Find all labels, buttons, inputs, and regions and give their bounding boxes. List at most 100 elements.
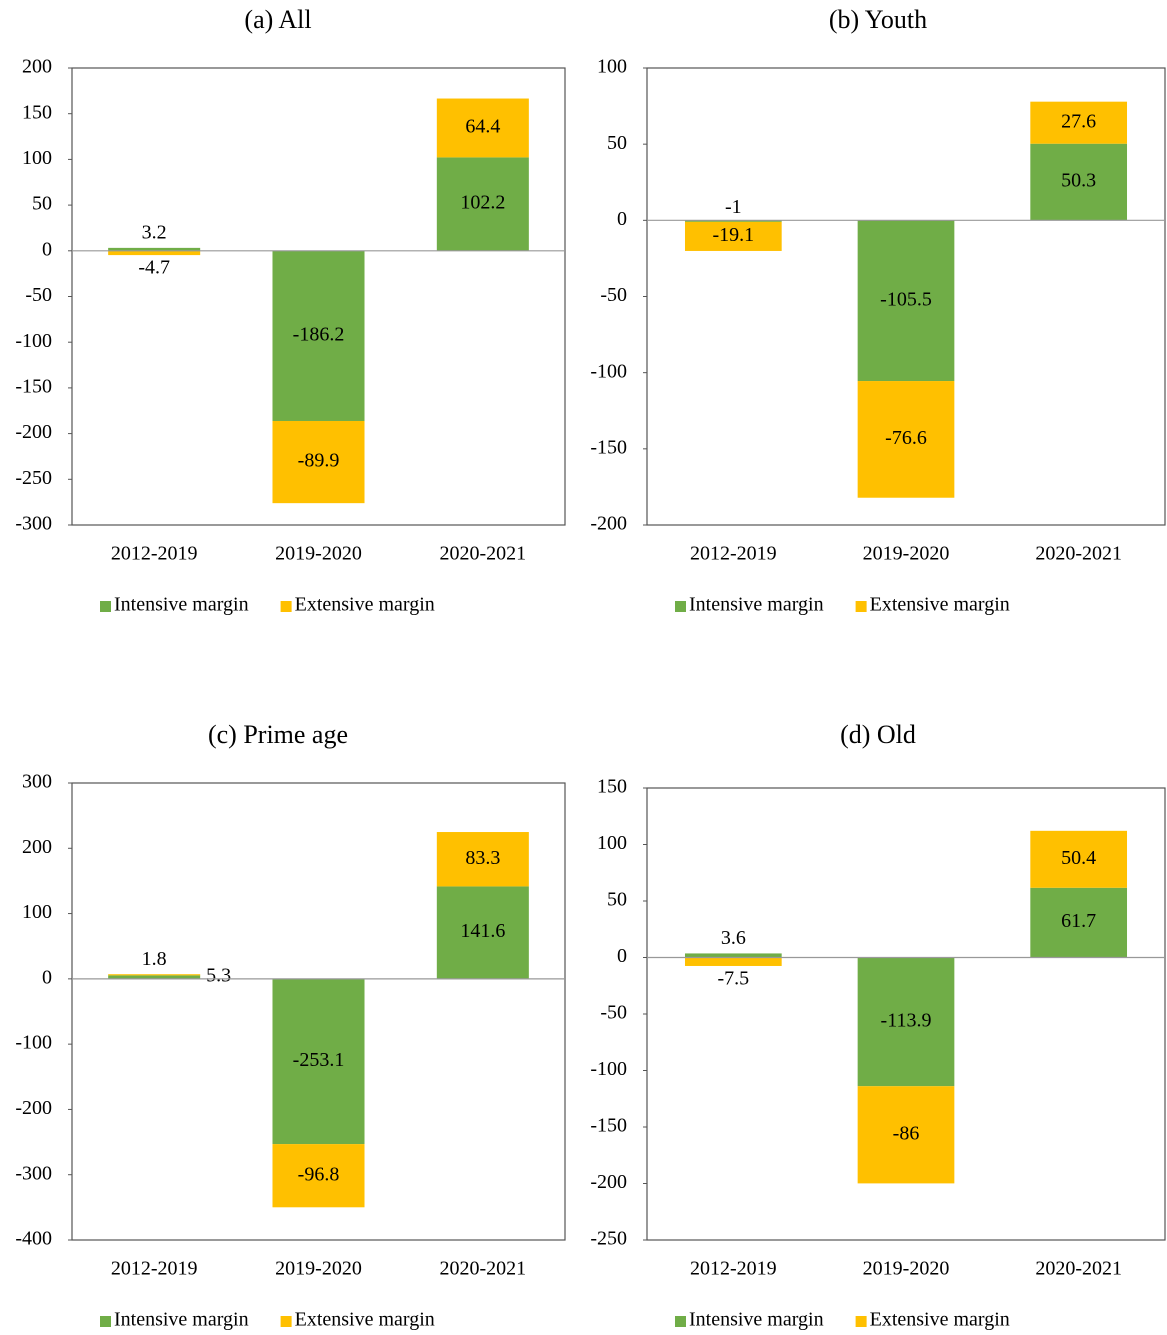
y-tick-label: 0: [617, 945, 627, 967]
data-label: 102.2: [460, 192, 505, 214]
y-tick-label: 0: [42, 966, 52, 988]
x-tick-label: 2020-2021: [1035, 543, 1122, 565]
data-label: -89.9: [298, 450, 340, 472]
y-tick-label: 150: [22, 101, 52, 123]
x-tick-label: 2019-2020: [275, 543, 362, 565]
legend-swatch: [100, 601, 111, 612]
y-tick-label: -100: [15, 330, 52, 352]
data-label: -113.9: [881, 1009, 932, 1031]
legend-swatch: [675, 601, 686, 612]
bar: [684, 220, 782, 222]
legend-swatch: [100, 1316, 111, 1327]
data-label: -253.1: [293, 1049, 345, 1071]
data-label: 27.6: [1061, 110, 1096, 132]
y-tick-label: -50: [25, 284, 52, 306]
bar: [272, 420, 365, 504]
bar: [1030, 887, 1128, 958]
data-label: 3.2: [142, 221, 167, 243]
y-tick-label: 50: [607, 889, 627, 911]
data-label: 1.8: [142, 948, 167, 970]
data-label: -1: [725, 196, 742, 218]
data-label: 83.3: [465, 847, 500, 869]
bar: [108, 975, 201, 979]
data-label: -105.5: [880, 288, 932, 310]
data-label: 64.4: [465, 116, 500, 138]
x-tick-label: 2020-2021: [439, 543, 526, 565]
legend-label: Intensive margin: [114, 1309, 249, 1331]
y-tick-label: 100: [597, 56, 627, 78]
data-label: 141.6: [460, 920, 505, 942]
y-tick-label: 200: [22, 56, 52, 78]
legend-label: Extensive margin: [295, 1309, 435, 1331]
x-tick-label: 2019-2020: [863, 543, 950, 565]
bar: [684, 953, 782, 958]
data-label: -186.2: [293, 323, 345, 345]
x-tick-label: 2012-2019: [690, 1258, 777, 1280]
plot-frame: [71, 782, 566, 1241]
y-tick-label: -300: [15, 1162, 52, 1184]
bar: [857, 381, 955, 498]
y-tick-label: -50: [600, 1002, 627, 1024]
data-label: -19.1: [712, 224, 754, 246]
bar: [108, 250, 201, 256]
data-label: -96.8: [298, 1163, 340, 1185]
x-tick-label: 2020-2021: [439, 1258, 526, 1280]
x-tick-label: 2012-2019: [111, 1258, 198, 1280]
legend-label: Extensive margin: [870, 1309, 1010, 1331]
y-tick-label: -200: [590, 513, 627, 535]
y-tick-label: -200: [15, 421, 52, 443]
legend-swatch: [280, 1316, 292, 1327]
x-tick-label: 2012-2019: [111, 543, 198, 565]
bar: [1030, 830, 1128, 888]
legend-label: Intensive margin: [689, 594, 824, 616]
x-tick-label: 2019-2020: [863, 1258, 950, 1280]
data-label: 50.4: [1061, 847, 1096, 869]
bar: [684, 221, 782, 251]
data-label: 50.3: [1061, 170, 1096, 192]
y-tick-label: -200: [590, 1171, 627, 1193]
legend-swatch: [280, 601, 292, 612]
bar: [436, 98, 529, 158]
chart-title: (d) Old: [840, 720, 916, 749]
bar: [436, 157, 529, 251]
y-tick-label: -250: [15, 467, 52, 489]
bar: [1030, 101, 1128, 144]
y-tick-label: -400: [15, 1228, 52, 1250]
bar: [272, 250, 365, 421]
data-label: 5.3: [206, 965, 231, 987]
data-label: -7.5: [717, 968, 749, 990]
y-tick-label: -150: [590, 436, 627, 458]
y-tick-label: 50: [32, 193, 52, 215]
bar: [436, 832, 529, 887]
x-tick-label: 2012-2019: [690, 543, 777, 565]
y-tick-label: 100: [22, 147, 52, 169]
y-tick-label: -100: [15, 1032, 52, 1054]
y-tick-label: 100: [22, 901, 52, 923]
bar: [684, 957, 782, 966]
x-tick-label: 2019-2020: [275, 1258, 362, 1280]
y-tick-label: -100: [590, 1058, 627, 1080]
y-tick-label: -100: [590, 360, 627, 382]
x-tick-label: 2020-2021: [1035, 1258, 1122, 1280]
bar: [108, 247, 201, 251]
y-tick-label: -50: [600, 284, 627, 306]
y-tick-label: -250: [590, 1228, 627, 1250]
bar: [272, 978, 365, 1145]
bar: [1030, 143, 1128, 221]
data-label: -4.7: [138, 257, 170, 279]
bar: [857, 1086, 955, 1184]
y-tick-label: 50: [607, 132, 627, 154]
bar: [108, 974, 201, 976]
bar: [857, 957, 955, 1087]
bar: [857, 220, 955, 382]
y-tick-label: -300: [15, 513, 52, 535]
legend-label: Intensive margin: [689, 1309, 824, 1331]
legend-label: Extensive margin: [295, 594, 435, 616]
y-tick-label: 0: [617, 208, 627, 230]
data-label: 3.6: [721, 927, 746, 949]
y-tick-label: -150: [590, 1115, 627, 1137]
legend-label: Extensive margin: [870, 594, 1010, 616]
legend-label: Intensive margin: [114, 594, 249, 616]
